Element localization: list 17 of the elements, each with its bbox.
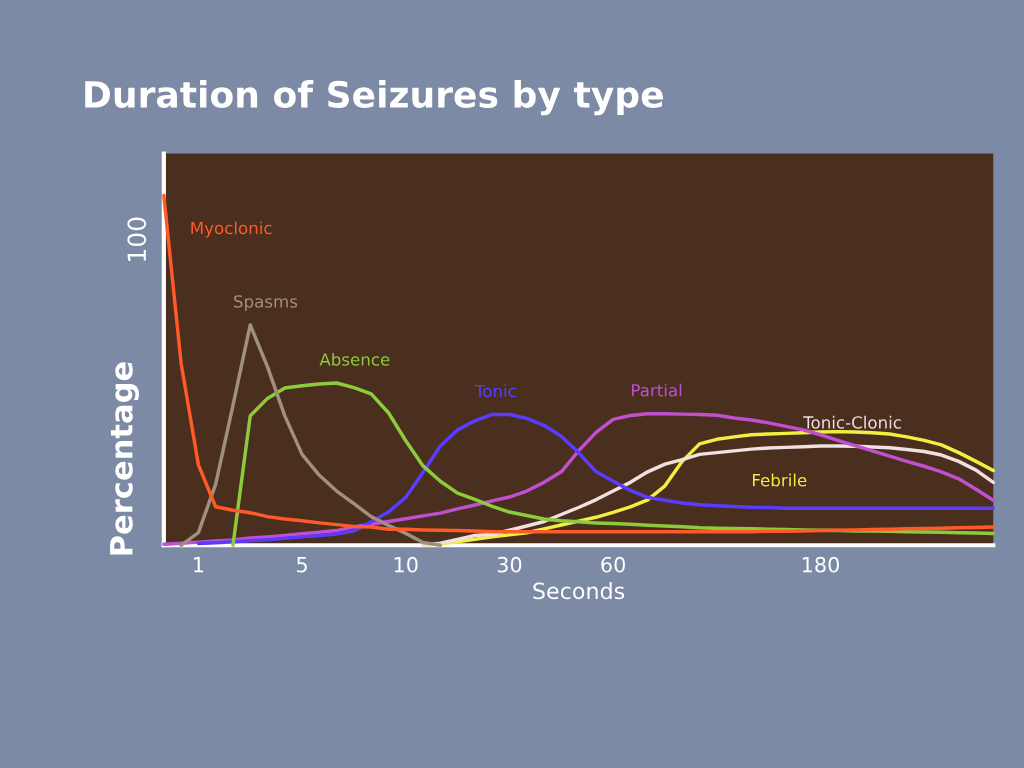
- series-label: Absence: [319, 352, 390, 366]
- x-tick-label: 1: [194, 557, 204, 573]
- x-tick-label: 5: [297, 557, 307, 573]
- series-label: Tonic: [474, 384, 516, 398]
- y-axis-title: Percentage: [110, 362, 139, 555]
- x-tick-label: 30: [497, 556, 522, 573]
- series-label: Spasms: [234, 295, 298, 311]
- x-tick-label: 10: [394, 556, 418, 573]
- x-tick-label: 60: [601, 556, 625, 573]
- x-tick-label: 180: [802, 556, 839, 573]
- x-axis-title: Seconds: [533, 582, 625, 600]
- text: 100: [127, 217, 147, 261]
- series-label: Myoclonic: [191, 221, 272, 238]
- series-label: Tonic-Clonic: [803, 415, 901, 429]
- text: Febrile: [753, 473, 807, 487]
- series-label: Partial: [632, 383, 682, 397]
- chart-title: Duration of Seizures by type: [85, 80, 663, 116]
